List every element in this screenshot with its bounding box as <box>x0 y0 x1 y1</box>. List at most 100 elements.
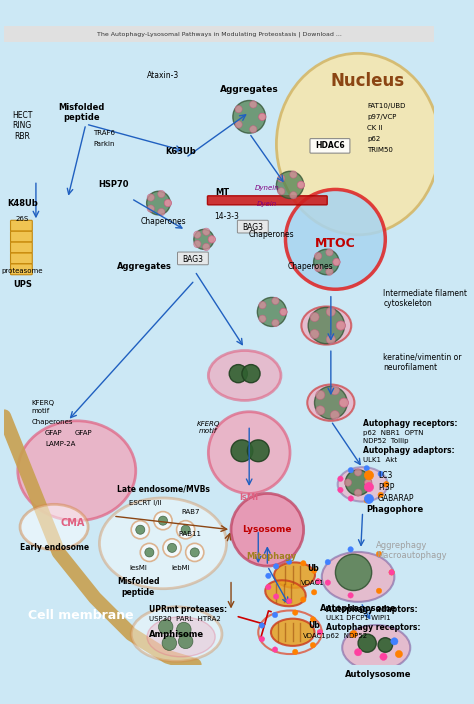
Ellipse shape <box>342 625 410 670</box>
Text: LC3: LC3 <box>378 471 392 480</box>
Circle shape <box>233 101 265 133</box>
Circle shape <box>242 365 260 383</box>
Text: PI3P: PI3P <box>378 482 394 491</box>
Circle shape <box>365 471 374 480</box>
Circle shape <box>358 634 376 652</box>
Circle shape <box>364 498 369 503</box>
Text: Misfolded
peptide: Misfolded peptide <box>117 577 160 596</box>
Ellipse shape <box>147 617 215 657</box>
Circle shape <box>348 467 354 473</box>
FancyBboxPatch shape <box>310 139 350 153</box>
Circle shape <box>311 589 317 595</box>
Circle shape <box>316 406 325 415</box>
Circle shape <box>383 482 389 487</box>
Ellipse shape <box>322 552 394 602</box>
Text: K63Ub: K63Ub <box>166 147 197 156</box>
Circle shape <box>378 638 392 652</box>
Ellipse shape <box>131 607 222 661</box>
Text: RAB7: RAB7 <box>181 508 200 515</box>
Circle shape <box>301 597 306 603</box>
Circle shape <box>339 398 348 407</box>
Circle shape <box>208 236 215 243</box>
Circle shape <box>292 649 298 655</box>
Circle shape <box>310 642 316 648</box>
Text: HDAC6: HDAC6 <box>315 142 345 151</box>
Circle shape <box>314 249 339 275</box>
Circle shape <box>235 121 242 128</box>
Circle shape <box>229 365 247 383</box>
Circle shape <box>131 521 149 539</box>
Circle shape <box>336 554 372 591</box>
Circle shape <box>317 629 323 635</box>
Circle shape <box>136 525 145 534</box>
Circle shape <box>337 476 343 482</box>
Circle shape <box>365 479 372 486</box>
Circle shape <box>181 525 190 534</box>
Text: p62  NBR1  OPTN: p62 NBR1 OPTN <box>363 429 423 436</box>
Text: HSP70: HSP70 <box>98 180 128 189</box>
Text: proteasome: proteasome <box>1 268 43 274</box>
Circle shape <box>259 301 266 309</box>
Ellipse shape <box>274 562 315 588</box>
Circle shape <box>163 539 181 557</box>
Text: Amphisome: Amphisome <box>149 629 204 639</box>
FancyBboxPatch shape <box>237 220 268 233</box>
Text: Ub: Ub <box>309 620 320 629</box>
Circle shape <box>203 244 210 251</box>
Text: ULK1  Akt: ULK1 Akt <box>363 457 397 463</box>
FancyBboxPatch shape <box>10 231 32 242</box>
Circle shape <box>316 391 325 400</box>
Circle shape <box>355 469 362 476</box>
Ellipse shape <box>100 498 227 589</box>
Text: 26S: 26S <box>16 216 29 222</box>
Circle shape <box>257 297 286 327</box>
Text: Misfolded
peptide: Misfolded peptide <box>58 103 104 122</box>
Circle shape <box>333 258 340 265</box>
Text: Dyein: Dyein <box>257 201 277 207</box>
Circle shape <box>383 482 389 487</box>
Circle shape <box>315 579 321 584</box>
Circle shape <box>259 623 264 628</box>
FancyBboxPatch shape <box>177 252 209 265</box>
Circle shape <box>273 564 279 569</box>
Text: CMA: CMA <box>60 518 84 529</box>
Text: KFERQ: KFERQ <box>31 400 55 406</box>
Text: K48Ub: K48Ub <box>7 199 38 208</box>
Circle shape <box>297 181 304 189</box>
Text: GFAP: GFAP <box>75 429 92 436</box>
FancyBboxPatch shape <box>4 26 434 42</box>
Circle shape <box>178 634 193 648</box>
Text: Autophagy receptors:: Autophagy receptors: <box>363 419 457 428</box>
Circle shape <box>194 230 214 249</box>
Text: Chaperones: Chaperones <box>140 217 186 226</box>
Circle shape <box>336 321 346 330</box>
Text: Ataxin-3: Ataxin-3 <box>147 72 179 80</box>
Text: Autophagosome: Autophagosome <box>319 604 396 613</box>
Circle shape <box>276 171 304 199</box>
Ellipse shape <box>265 580 306 606</box>
Text: lsMI: lsMI <box>240 494 259 503</box>
Circle shape <box>285 189 385 289</box>
FancyBboxPatch shape <box>208 196 327 205</box>
Circle shape <box>250 125 257 133</box>
Text: GABARAP: GABARAP <box>378 494 415 503</box>
Circle shape <box>378 492 383 498</box>
Circle shape <box>273 593 279 599</box>
Circle shape <box>348 547 353 552</box>
Circle shape <box>273 647 278 653</box>
Circle shape <box>365 494 374 503</box>
Circle shape <box>346 470 371 495</box>
Text: KFERQ
motif: KFERQ motif <box>197 421 220 434</box>
Text: Lysosome: Lysosome <box>243 525 292 534</box>
Text: TRIM50: TRIM50 <box>367 146 393 153</box>
Text: MT: MT <box>215 188 229 196</box>
Text: IesMI: IesMI <box>129 565 147 571</box>
Circle shape <box>389 570 394 575</box>
Circle shape <box>177 622 191 637</box>
Circle shape <box>140 543 158 562</box>
Circle shape <box>311 568 317 573</box>
Circle shape <box>310 313 319 322</box>
Circle shape <box>280 308 287 315</box>
Text: MTOC: MTOC <box>315 237 356 251</box>
Text: RAB11: RAB11 <box>179 532 202 537</box>
